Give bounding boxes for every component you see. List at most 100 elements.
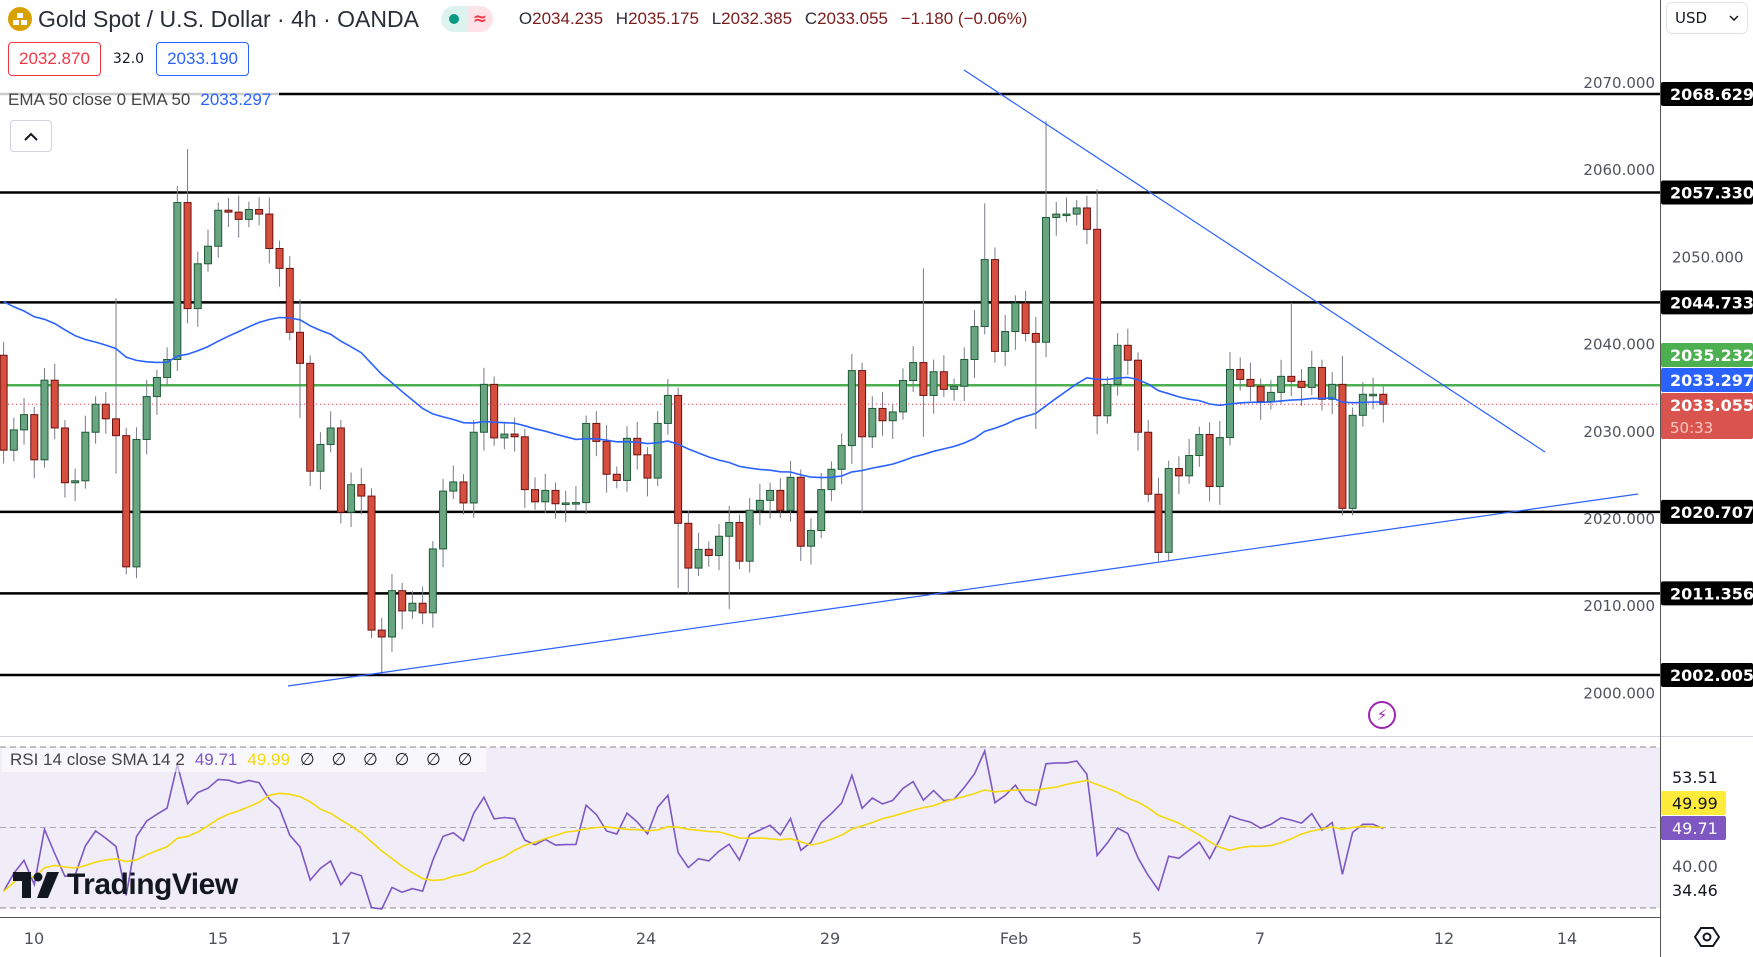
candle-body [255,208,264,215]
candle [152,369,161,415]
candle-body [0,354,8,451]
status-pill[interactable]: ≈ [440,6,493,32]
candle-body [878,407,887,422]
rsi-axis-label-bg [1661,816,1726,840]
ema-legend-value: 2033.297 [200,90,272,109]
candle-body [1215,437,1224,488]
lightning-icon[interactable]: ⚡ [1368,701,1396,729]
candle-body [541,489,550,503]
rsi-line [2,748,1384,910]
collapse-legend-button[interactable] [10,120,52,152]
candle [1042,121,1051,358]
level-price-label-bg [1661,662,1753,687]
candle-body [1287,375,1296,382]
level-price-label-bg [1661,499,1753,524]
time-tick-label: 29 [820,929,840,948]
symbol-title[interactable]: Gold Spot / U.S. Dollar · 4h · OANDA [38,5,419,32]
candle-body [970,326,979,361]
candle-body [1082,207,1091,230]
candle-body [531,489,540,503]
rsi-legend[interactable]: RSI 14 close SMA 14 2 49.71 49.99 ∅ ∅ ∅ ∅ ∅… [2,748,487,772]
candle [142,380,151,455]
candle-body [50,379,59,429]
candle-body [30,414,39,461]
price-tick-label: 2020.000 [1583,510,1655,528]
time-tick-label: 7 [1255,929,1265,948]
approx-icon[interactable]: ≈ [466,6,493,32]
candle-body [684,522,693,569]
rsi-axis-labels: 53.51 49.99 49.71 40.00 34.46 [1661,768,1726,900]
high-value: 2035.175 [628,9,699,28]
candle-body [1072,207,1081,215]
candle-body [1154,493,1163,553]
candle-body [40,379,49,461]
rsi-axis-label: 40.00 [1672,857,1718,876]
rsi-sma-line [3,779,1384,892]
candle-body [1123,344,1132,361]
settings-icon[interactable] [1694,926,1720,948]
candle [633,421,642,470]
candle [1236,357,1245,391]
rsi-axis-label-text: 53.51 [1672,768,1718,787]
candle [806,518,815,565]
candle [1113,333,1122,396]
candle-body [1256,385,1265,403]
price-axis[interactable]: 2070.000 2060.000 2050.000 2040.000 2030.000… [1583,74,1743,702]
currency-dropdown[interactable]: USD [1666,2,1748,34]
low-key: L [711,9,722,28]
level-price-label-bg [1661,82,1753,106]
candle-body [735,521,744,562]
candle [1154,477,1163,562]
candle-body [827,468,836,491]
level-price-label: 2068.629 [1661,82,1753,106]
candle [755,483,764,526]
time-axis[interactable]: 10 15 17 22 24 29 Feb 5 7 12 14 [24,929,1577,948]
candle-body [132,438,141,568]
candle-body [592,422,601,442]
candle [970,309,979,378]
rsi-axis-label-text: 49.71 [1672,819,1718,838]
candle [571,486,580,511]
candle-body [898,380,907,413]
rsi-axis-label-text: 34.46 [1672,881,1718,900]
candle [1082,195,1091,245]
price-tick-label: 2050.000 [1672,248,1744,266]
candle-body [847,370,856,447]
candle-body [796,476,805,547]
last-price-label-bg [1661,393,1753,439]
rsi-axis-label: 49.99 [1661,791,1726,815]
candle [919,268,928,437]
market-open-icon[interactable] [440,6,467,32]
descending-trendline[interactable] [963,69,1546,453]
level-price-label-text: 2020.707 [1670,503,1753,522]
candle-body [1369,393,1378,397]
candle [234,195,243,238]
rsi-legend-value: 49.71 [194,750,238,769]
candle-body [715,535,723,556]
ema-legend[interactable]: EMA 50 close 0 EMA 50 2033.297 [0,90,280,110]
ema-level-price-label: 2035.232 [1661,343,1753,367]
price-tick-label: 2030.000 [1583,423,1655,441]
bar-countdown: 50:33 [1670,419,1713,437]
chevron-up-icon [24,132,38,141]
tradingview-logo[interactable]: TradingView [13,868,238,902]
last-price-label-text: 2033.055 [1670,396,1753,415]
ascending-trendline[interactable] [287,493,1639,687]
buy-button[interactable]: 2033.190 [156,42,249,76]
candle [694,532,703,576]
open-key: O [518,9,533,28]
candle-body [336,427,345,513]
candle [0,341,8,464]
candle [1021,290,1030,342]
candle [1195,426,1204,467]
candle [623,426,632,492]
candle [60,420,69,498]
candle [1062,197,1071,222]
candle-body [112,418,121,437]
currency-label: USD [1675,9,1708,27]
ema50-price-label-bg [1661,368,1753,392]
high-key: H [615,9,629,28]
ema-50-line [3,300,1384,479]
sell-button[interactable]: 2032.870 [8,42,101,76]
